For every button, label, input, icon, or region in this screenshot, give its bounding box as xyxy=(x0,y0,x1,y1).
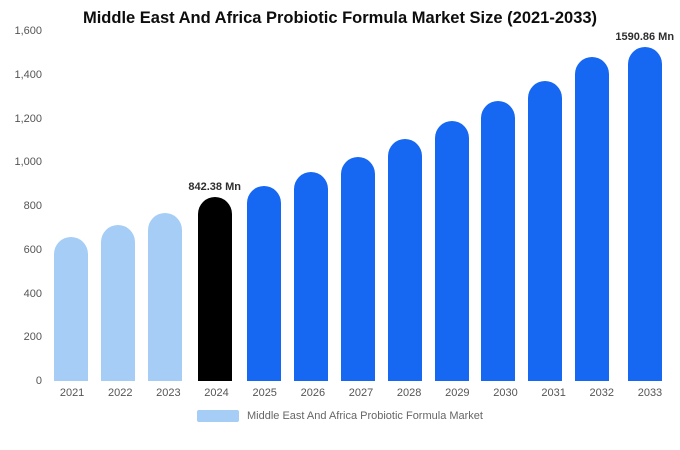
x-axis: 2021 2022 2023 2024 2025 2026 2027 2028 2029 2030… xyxy=(48,387,674,399)
bar-2031[interactable] xyxy=(528,81,563,381)
y-tick-label: 200 xyxy=(23,331,42,344)
bar-cell xyxy=(48,31,95,381)
x-tick-label: 2021 xyxy=(59,387,85,399)
bar-2030[interactable] xyxy=(481,101,516,381)
bar-value-label: 842.38 Mn xyxy=(188,180,241,193)
bar-cell xyxy=(569,31,616,381)
y-tick-label: 1,200 xyxy=(14,112,42,125)
x-tick-label: 2022 xyxy=(107,387,133,399)
y-tick-label: 1,400 xyxy=(14,68,42,81)
bar-2029[interactable] xyxy=(434,120,469,381)
legend-label: Middle East And Africa Probiotic Formula… xyxy=(247,410,483,422)
bar-cell xyxy=(381,31,428,381)
y-axis: 0 200 400 600 800 1,000 1,200 1,400 1,600 xyxy=(8,25,44,387)
bar-2027[interactable] xyxy=(340,156,375,381)
bar-2026[interactable] xyxy=(294,172,329,381)
plot-area: 842.38 Mn 1590.86 Mn xyxy=(48,31,674,381)
y-tick-label: 800 xyxy=(23,200,42,212)
y-tick-label: 600 xyxy=(23,243,42,256)
bar-cell xyxy=(428,31,475,381)
chart-title: Middle East And Africa Probiotic Formula… xyxy=(82,9,598,27)
bar-cell xyxy=(288,31,335,381)
y-tick-label: 1,600 xyxy=(14,25,42,37)
bar-cell xyxy=(142,31,189,381)
x-tick-label: 2029 xyxy=(445,387,470,399)
bar-cell xyxy=(241,31,288,381)
x-tick-label: 2027 xyxy=(348,387,374,399)
y-tick-label: 1,000 xyxy=(14,156,42,169)
x-tick-label: 2028 xyxy=(396,387,422,399)
x-tick-label: 2023 xyxy=(156,387,181,399)
bar-2033[interactable] xyxy=(627,47,662,381)
x-tick-label: 2033 xyxy=(637,387,663,399)
bar-cell: 842.38 Mn xyxy=(188,31,241,381)
bar-cell: 1590.86 Mn xyxy=(615,31,674,381)
bar-cell xyxy=(522,31,569,381)
x-tick-label: 2032 xyxy=(589,387,615,399)
legend-swatch xyxy=(197,410,239,422)
legend: Middle East And Africa Probiotic Formula… xyxy=(0,410,680,422)
bar-2024[interactable] xyxy=(197,196,232,381)
bar-2028[interactable] xyxy=(387,139,422,381)
bar-cell xyxy=(95,31,142,381)
bar-cell xyxy=(475,31,522,381)
bar-2022[interactable] xyxy=(101,224,136,381)
x-tick-label: 2030 xyxy=(493,387,518,399)
bar-2023[interactable] xyxy=(147,212,182,381)
bar-chart: 0 200 400 600 800 1,000 1,200 1,400 1,600 842.38… xyxy=(8,25,674,387)
x-tick-label: 2024 xyxy=(204,387,229,399)
y-tick-label: 0 xyxy=(35,375,42,387)
bar-2025[interactable] xyxy=(247,186,282,381)
x-tick-label: 2025 xyxy=(252,387,277,399)
bar-cell xyxy=(335,31,382,381)
bar-2032[interactable] xyxy=(574,57,609,381)
bar-2021[interactable] xyxy=(54,236,89,381)
x-tick-label: 2026 xyxy=(300,387,326,399)
bar-value-label: 1590.86 Mn xyxy=(615,31,675,43)
x-tick-label: 2031 xyxy=(541,387,566,399)
y-tick-label: 400 xyxy=(23,287,42,300)
